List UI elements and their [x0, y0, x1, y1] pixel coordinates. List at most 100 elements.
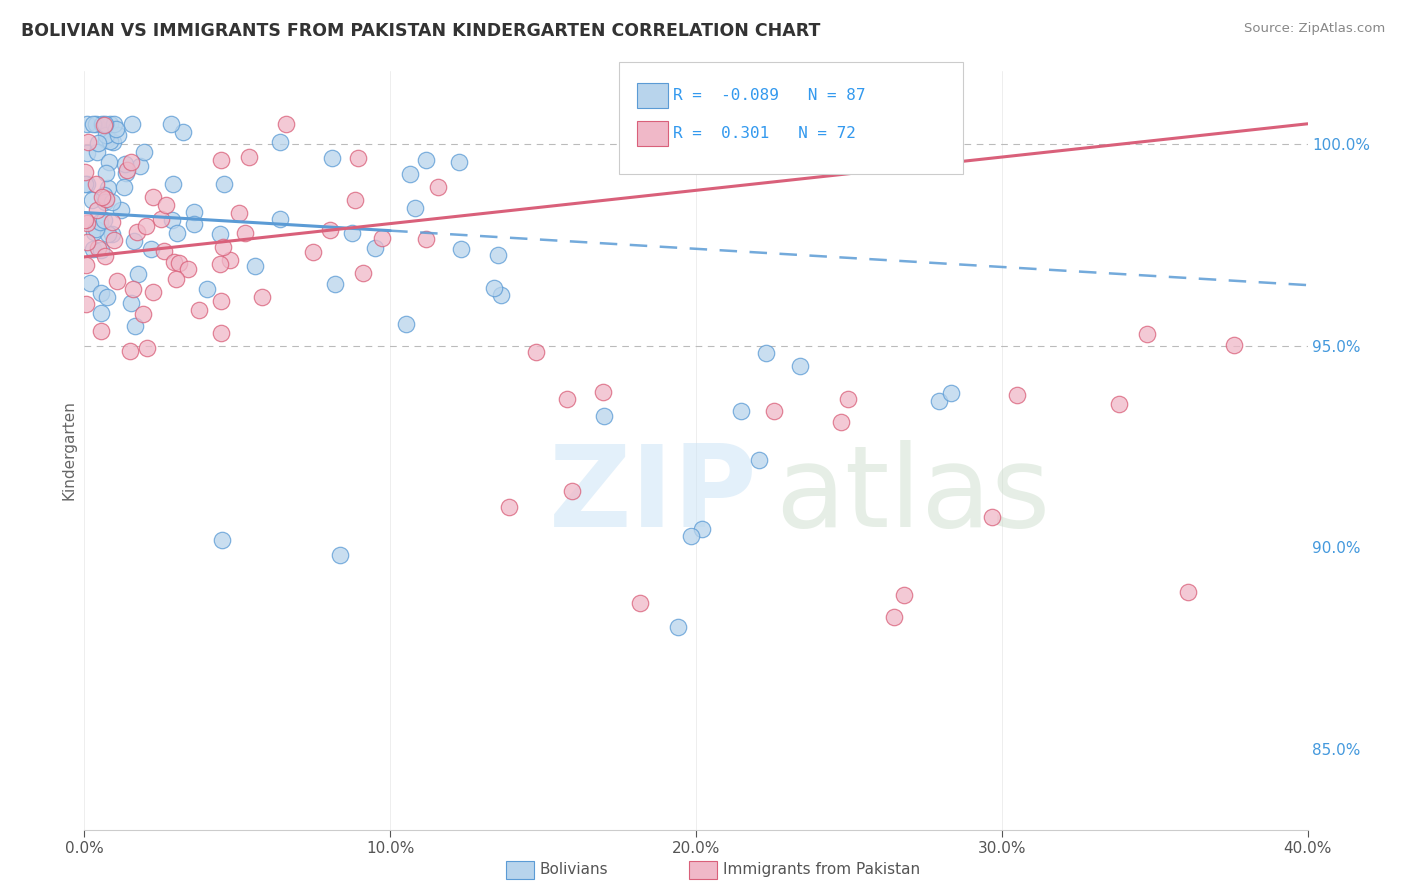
Point: [228, 205, 250, 219]
Point: [79, 276, 101, 290]
Point: [94, 192, 117, 206]
Point: [76, 235, 98, 249]
Y-axis label: Kindergarten: Kindergarten: [60, 401, 76, 500]
Point: [399, 167, 422, 181]
Point: [347, 151, 370, 165]
Point: [883, 610, 905, 624]
Point: [135, 219, 157, 234]
Point: [76, 215, 98, 229]
Point: [498, 500, 520, 514]
Point: [132, 307, 155, 321]
Point: [121, 117, 143, 131]
Point: [142, 190, 165, 204]
Point: [91, 190, 114, 204]
Point: [98, 135, 121, 149]
Point: [162, 213, 184, 227]
Point: [211, 533, 233, 547]
Point: [73, 213, 96, 227]
Point: [80, 193, 103, 207]
Point: [269, 135, 291, 149]
Text: Source: ZipAtlas.com: Source: ZipAtlas.com: [1244, 22, 1385, 36]
Point: [681, 529, 703, 543]
Point: [110, 202, 132, 217]
Point: [209, 326, 232, 341]
Point: [122, 282, 145, 296]
Point: [364, 241, 387, 255]
Point: [209, 257, 232, 271]
Point: [76, 178, 98, 192]
Point: [342, 226, 364, 240]
Point: [93, 249, 115, 263]
Point: [415, 232, 437, 246]
Point: [101, 214, 124, 228]
Text: atlas: atlas: [776, 441, 1050, 551]
Point: [172, 126, 194, 140]
Point: [75, 178, 97, 192]
Point: [592, 385, 614, 400]
Point: [415, 153, 437, 167]
Point: [212, 240, 235, 254]
Point: [482, 280, 505, 294]
Point: [1108, 397, 1130, 411]
Point: [96, 289, 118, 303]
Point: [837, 392, 859, 406]
Point: [104, 121, 127, 136]
Point: [75, 259, 97, 273]
Point: [97, 181, 120, 195]
Point: [96, 166, 118, 180]
Point: [87, 241, 110, 255]
Point: [730, 403, 752, 417]
Point: [524, 345, 547, 359]
Point: [132, 145, 155, 159]
Point: [395, 317, 418, 331]
Point: [90, 286, 112, 301]
Point: [328, 549, 350, 563]
Point: [84, 222, 107, 236]
Point: [139, 242, 162, 256]
Point: [274, 117, 297, 131]
Point: [93, 188, 115, 202]
Point: [789, 359, 811, 374]
Point: [188, 303, 211, 318]
Point: [939, 386, 962, 401]
Text: Immigrants from Pakistan: Immigrants from Pakistan: [723, 863, 920, 877]
Point: [250, 290, 273, 304]
Point: [153, 244, 176, 258]
Point: [561, 484, 583, 499]
Point: [169, 256, 191, 270]
Point: [83, 225, 105, 239]
Point: [101, 135, 124, 149]
Point: [321, 151, 343, 165]
Point: [96, 227, 118, 241]
Point: [555, 392, 578, 406]
Point: [748, 453, 770, 467]
Point: [94, 195, 117, 210]
Point: [122, 234, 145, 248]
Point: [82, 242, 104, 256]
Point: [115, 166, 138, 180]
Point: [76, 117, 98, 131]
Point: [755, 345, 778, 359]
Text: R =  -0.089   N = 87: R = -0.089 N = 87: [673, 88, 866, 103]
Point: [96, 128, 118, 143]
Point: [269, 211, 291, 226]
Point: [98, 117, 121, 131]
Point: [124, 319, 146, 334]
Point: [1136, 327, 1159, 342]
Point: [319, 223, 342, 237]
Point: [370, 231, 392, 245]
Point: [209, 227, 232, 242]
Point: [73, 165, 96, 179]
Point: [177, 261, 200, 276]
Point: [117, 163, 139, 178]
Point: [690, 522, 713, 536]
Point: [114, 157, 136, 171]
Point: [107, 128, 129, 142]
Point: [98, 155, 121, 169]
Text: Bolivians: Bolivians: [540, 863, 609, 877]
Point: [160, 117, 183, 131]
Point: [238, 151, 260, 165]
Point: [86, 145, 108, 160]
Point: [105, 274, 128, 288]
Point: [150, 211, 173, 226]
